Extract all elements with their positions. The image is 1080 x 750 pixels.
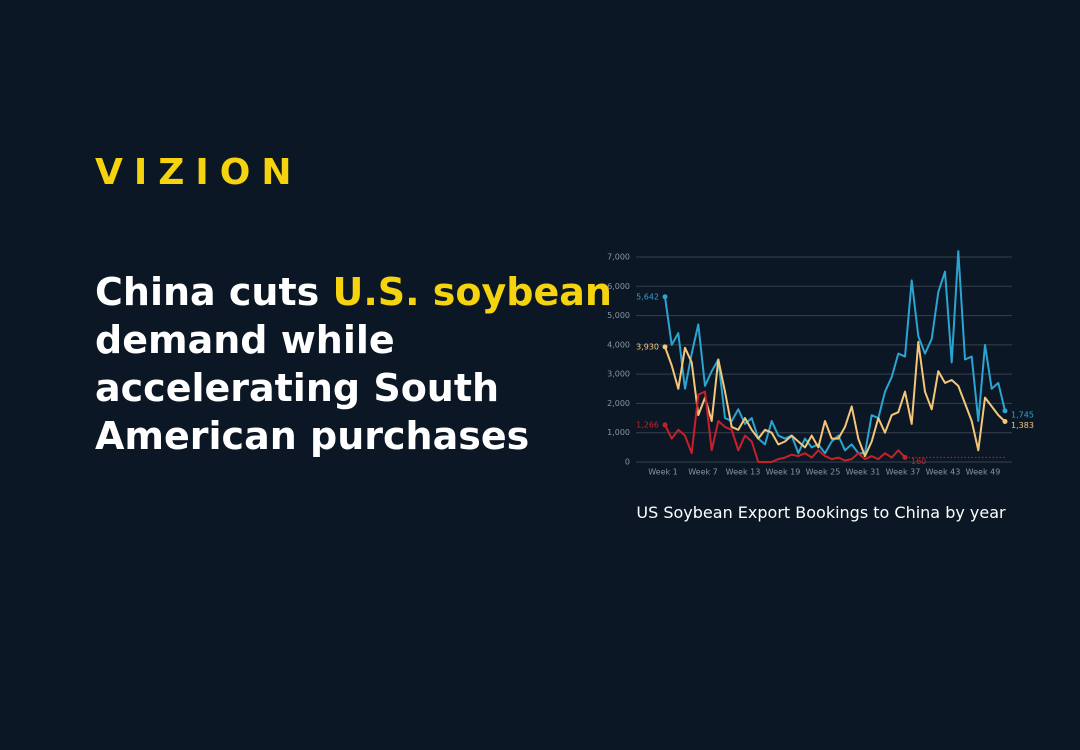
- x-tick-label: Week 37: [886, 468, 921, 477]
- end-point: [662, 422, 668, 428]
- x-tick-label: Week 25: [806, 468, 841, 477]
- y-tick-label: 0: [625, 458, 630, 467]
- data-label: 3,930: [636, 342, 659, 351]
- y-tick-label: 6,000: [607, 282, 630, 291]
- end-point: [902, 454, 908, 460]
- x-tick-label: Week 31: [846, 468, 881, 477]
- series-line: [664, 390, 906, 463]
- y-tick-label: 4,000: [607, 340, 630, 349]
- headline-part: China cuts: [95, 270, 333, 314]
- headline: China cuts U.S. soybean demand while acc…: [95, 268, 615, 460]
- data-label: 1,383: [1011, 421, 1034, 430]
- end-point: [662, 294, 668, 300]
- x-tick-label: Week 49: [966, 468, 1001, 477]
- data-label: 1,745: [1011, 410, 1034, 419]
- chart-caption: US Soybean Export Bookings to China by y…: [636, 503, 1006, 522]
- data-label: 1,266: [636, 420, 659, 429]
- end-point: [662, 344, 668, 350]
- brand-logo: VIZION: [95, 152, 303, 193]
- end-point: [1002, 418, 1008, 424]
- x-tick-label: Week 43: [926, 468, 961, 477]
- series-line: [664, 250, 1006, 455]
- y-tick-label: 3,000: [607, 370, 630, 379]
- x-tick-label: Week 19: [766, 468, 801, 477]
- y-tick-label: 1,000: [607, 428, 630, 437]
- y-tick-label: 5,000: [607, 311, 630, 320]
- end-point: [1002, 408, 1008, 414]
- data-label: 160: [911, 457, 926, 466]
- y-tick-label: 2,000: [607, 399, 630, 408]
- headline-part: demand while accelerating South American…: [95, 318, 530, 458]
- headline-part: U.S. soybean: [332, 270, 612, 314]
- x-tick-label: Week 13: [726, 468, 761, 477]
- series-line: [664, 340, 1006, 458]
- x-tick-label: Week 1: [648, 468, 678, 477]
- y-tick-label: 7,000: [607, 253, 630, 262]
- x-tick-label: Week 7: [688, 468, 718, 477]
- data-label: 5,642: [636, 292, 659, 301]
